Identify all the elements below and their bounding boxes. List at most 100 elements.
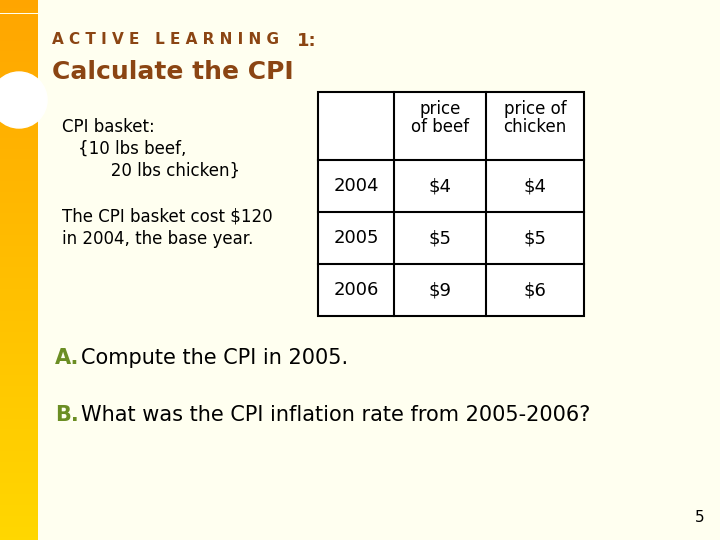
Text: $9: $9 bbox=[428, 281, 451, 299]
Bar bbox=[0, 289, 38, 292]
Bar bbox=[0, 481, 38, 483]
Bar bbox=[0, 232, 38, 235]
Bar bbox=[0, 221, 38, 224]
Bar bbox=[0, 329, 38, 332]
Bar bbox=[0, 254, 38, 256]
Bar bbox=[0, 437, 38, 440]
Bar bbox=[0, 194, 38, 197]
Text: $5: $5 bbox=[428, 229, 451, 247]
Text: The CPI basket cost $120: The CPI basket cost $120 bbox=[62, 208, 273, 226]
Text: price of: price of bbox=[504, 100, 567, 118]
Bar bbox=[0, 381, 38, 383]
Bar bbox=[0, 43, 38, 46]
Bar bbox=[0, 22, 38, 24]
Bar bbox=[0, 154, 38, 157]
Bar bbox=[0, 40, 38, 43]
Bar bbox=[0, 524, 38, 526]
Bar bbox=[0, 51, 38, 54]
Bar bbox=[0, 475, 38, 478]
Bar bbox=[0, 200, 38, 202]
Bar bbox=[0, 76, 38, 78]
Bar bbox=[0, 103, 38, 105]
Bar bbox=[0, 440, 38, 443]
Bar bbox=[0, 443, 38, 445]
Bar bbox=[0, 278, 38, 281]
Bar bbox=[0, 432, 38, 435]
Bar bbox=[0, 508, 38, 510]
Text: 1:: 1: bbox=[297, 32, 317, 50]
Bar bbox=[0, 211, 38, 213]
Bar bbox=[0, 472, 38, 475]
Bar bbox=[0, 294, 38, 297]
Bar bbox=[0, 313, 38, 316]
Bar bbox=[0, 54, 38, 57]
Bar bbox=[0, 502, 38, 505]
Bar bbox=[0, 224, 38, 227]
Text: $4: $4 bbox=[523, 177, 546, 195]
Bar bbox=[0, 189, 38, 192]
Bar bbox=[0, 192, 38, 194]
Text: CPI basket:: CPI basket: bbox=[62, 118, 155, 136]
Bar bbox=[0, 59, 38, 62]
Bar bbox=[0, 305, 38, 308]
Bar bbox=[0, 418, 38, 421]
Bar bbox=[0, 259, 38, 262]
Bar bbox=[0, 427, 38, 429]
Bar bbox=[0, 408, 38, 410]
Bar bbox=[0, 405, 38, 408]
Bar bbox=[0, 340, 38, 343]
Bar bbox=[0, 235, 38, 238]
Bar bbox=[0, 73, 38, 76]
Bar bbox=[0, 286, 38, 289]
Text: chicken: chicken bbox=[503, 118, 567, 136]
Bar bbox=[0, 81, 38, 84]
Bar bbox=[0, 178, 38, 181]
Bar bbox=[0, 38, 38, 40]
Bar bbox=[0, 138, 38, 140]
Bar bbox=[0, 159, 38, 162]
Bar bbox=[0, 143, 38, 146]
Bar bbox=[0, 521, 38, 524]
Bar bbox=[0, 470, 38, 472]
Bar bbox=[0, 70, 38, 73]
Bar bbox=[0, 537, 38, 540]
Text: 20 lbs chicken}: 20 lbs chicken} bbox=[95, 162, 240, 180]
Bar bbox=[0, 19, 38, 22]
Bar bbox=[0, 378, 38, 381]
Bar bbox=[0, 335, 38, 338]
Text: 5: 5 bbox=[696, 510, 705, 525]
Bar bbox=[0, 370, 38, 373]
Bar bbox=[0, 462, 38, 464]
Bar bbox=[0, 497, 38, 500]
Bar bbox=[0, 32, 38, 35]
Bar bbox=[0, 256, 38, 259]
Bar bbox=[0, 100, 38, 103]
Bar bbox=[0, 489, 38, 491]
Bar bbox=[0, 84, 38, 86]
Bar bbox=[0, 348, 38, 351]
Text: A C T I V E   L E A R N I N G: A C T I V E L E A R N I N G bbox=[52, 32, 294, 47]
Bar bbox=[0, 219, 38, 221]
Bar bbox=[0, 8, 38, 11]
Bar bbox=[0, 213, 38, 216]
Bar bbox=[0, 151, 38, 154]
Bar bbox=[0, 343, 38, 346]
Bar bbox=[0, 92, 38, 94]
Bar bbox=[0, 400, 38, 402]
Text: 2005: 2005 bbox=[333, 229, 379, 247]
Bar bbox=[0, 176, 38, 178]
Bar bbox=[0, 230, 38, 232]
Bar bbox=[0, 108, 38, 111]
Bar bbox=[0, 486, 38, 489]
Bar bbox=[0, 270, 38, 273]
Bar bbox=[0, 162, 38, 165]
Bar bbox=[0, 532, 38, 535]
Bar bbox=[0, 167, 38, 170]
Bar bbox=[0, 359, 38, 362]
Bar bbox=[0, 49, 38, 51]
Text: 2004: 2004 bbox=[333, 177, 379, 195]
Bar bbox=[0, 416, 38, 418]
Bar bbox=[0, 275, 38, 278]
Bar bbox=[0, 267, 38, 270]
Bar bbox=[0, 464, 38, 467]
